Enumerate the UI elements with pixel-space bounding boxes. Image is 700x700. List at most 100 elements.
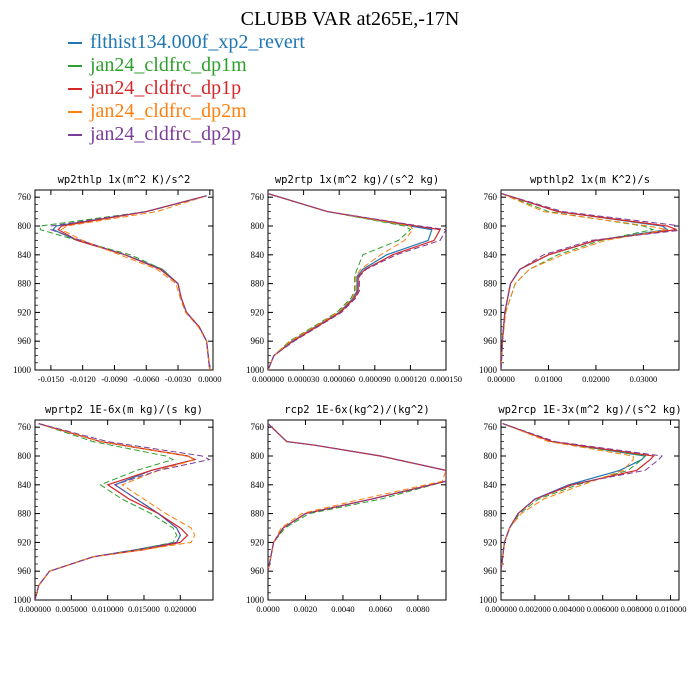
- y-tick-label: 1000: [246, 365, 265, 375]
- legend-entry: jan24_cldfrc_dp2p: [68, 123, 305, 146]
- y-tick-label: 760: [18, 422, 32, 432]
- x-tick-label: 0.010000: [92, 604, 124, 614]
- subplot-3: wpthlp2 1x(m K^2)/s 760 800 840 880 920 960 100…: [479, 174, 680, 384]
- x-tick-label: -0.0030: [165, 374, 191, 384]
- series-line: [501, 423, 655, 572]
- series-line: [35, 423, 197, 600]
- x-tick-label: 0.008000: [621, 604, 653, 614]
- y-tick-label: 920: [18, 307, 32, 317]
- series-line: [501, 193, 668, 370]
- plot-title: rcp2 1E-6x(kg^2)/(kg^2): [284, 404, 429, 416]
- plot-title: wpthlp2 1x(m K^2)/s: [530, 174, 650, 186]
- x-tick-label: 0.005000: [55, 604, 87, 614]
- x-tick-label: 0.015000: [128, 604, 160, 614]
- x-tick-label: 0.002000: [519, 604, 551, 614]
- x-tick-label: 0.004000: [553, 604, 585, 614]
- x-tick-label: 0.000030: [288, 374, 320, 384]
- series-line: [268, 193, 412, 370]
- legend: flthist134.000f_xp2_revert jan24_cldfrc_…: [68, 31, 305, 146]
- y-tick-label: 920: [484, 537, 498, 547]
- series-line: [35, 423, 197, 600]
- y-tick-label: 840: [18, 480, 32, 490]
- y-tick-label: 960: [18, 336, 32, 346]
- series-line: [501, 423, 634, 572]
- y-tick-label: 880: [18, 279, 32, 289]
- y-tick-label: 800: [18, 451, 32, 461]
- legend-swatch: [68, 42, 82, 45]
- figure-title: CLUBB VAR at265E,-17N: [240, 8, 460, 30]
- legend-entry: jan24_cldfrc_dp2m: [68, 100, 305, 123]
- y-tick-label: 880: [484, 279, 498, 289]
- x-tick-label: 0.0080: [406, 604, 429, 614]
- x-tick-label: 0.010000: [655, 604, 687, 614]
- x-tick-label: 0.000090: [359, 374, 391, 384]
- legend-label: jan24_cldfrc_dp1m: [90, 54, 247, 76]
- x-tick-label: 0.000000: [19, 604, 51, 614]
- series-line: [268, 423, 446, 572]
- y-tick-label: 840: [484, 250, 498, 260]
- plot-title: wp2rcp 1E-3x(m^2 kg)/(s^2 kg): [498, 404, 681, 416]
- y-tick-label: 1000: [479, 365, 498, 375]
- series-line: [35, 423, 178, 600]
- x-tick-label: -0.0090: [101, 374, 127, 384]
- y-tick-label: 840: [18, 250, 32, 260]
- y-tick-label: 760: [484, 422, 498, 432]
- legend-swatch: [68, 134, 82, 137]
- legend-label: flthist134.000f_xp2_revert: [90, 31, 305, 53]
- subplot-5: rcp2 1E-6x(kg^2)/(kg^2) 760 800 840 880 920 96…: [246, 404, 447, 614]
- x-tick-label: -0.0120: [70, 374, 96, 384]
- y-tick-label: 1000: [246, 595, 265, 605]
- x-tick-label: 0.0040: [331, 604, 354, 614]
- subplot-2: wp2rtp 1x(m^2 kg)/(s^2 kg) 760 800 840 880 92…: [246, 174, 462, 384]
- legend-label: jan24_cldfrc_dp2p: [90, 123, 242, 145]
- plot-title: wp2rtp 1x(m^2 kg)/(s^2 kg): [275, 174, 439, 186]
- y-tick-label: 920: [484, 307, 498, 317]
- series-line: [35, 423, 197, 600]
- y-tick-label: 880: [484, 509, 498, 519]
- x-tick-label: 0.0000: [256, 604, 279, 614]
- x-tick-label: -0.0150: [38, 374, 64, 384]
- series-line: [60, 195, 211, 370]
- y-tick-label: 960: [484, 566, 498, 576]
- x-tick-label: 0.000000: [485, 604, 517, 614]
- plot-frame: [34, 189, 214, 371]
- series-line: [268, 423, 446, 572]
- legend-entry: jan24_cldfrc_dp1m: [68, 54, 305, 77]
- plot-title: wp2thlp 1x(m^2 K)/s^2: [58, 174, 191, 186]
- legend-swatch: [68, 65, 82, 68]
- plot-frame: [34, 419, 214, 601]
- x-tick-label: 0.020000: [164, 604, 196, 614]
- plot-frame: [500, 419, 680, 601]
- y-tick-label: 960: [18, 566, 32, 576]
- y-tick-label: 760: [251, 422, 265, 432]
- y-tick-label: 960: [251, 566, 265, 576]
- y-tick-label: 920: [18, 537, 32, 547]
- legend-label: jan24_cldfrc_dp2m: [90, 100, 247, 122]
- y-tick-label: 880: [251, 509, 265, 519]
- series-line: [268, 193, 433, 370]
- legend-swatch: [68, 111, 82, 114]
- plot-title: wprtp2 1E-6x(m kg)/(s kg): [45, 404, 203, 416]
- y-tick-label: 800: [251, 451, 265, 461]
- legend-entry: flthist134.000f_xp2_revert: [68, 31, 305, 54]
- y-tick-label: 880: [18, 509, 32, 519]
- y-tick-label: 1000: [13, 365, 32, 375]
- y-tick-label: 800: [18, 221, 32, 231]
- series-line: [501, 193, 677, 370]
- legend-label: jan24_cldfrc_dp1p: [90, 77, 242, 99]
- series-line: [268, 423, 446, 572]
- series-line: [501, 193, 679, 370]
- series-line: [268, 423, 446, 572]
- plot-frame: [500, 189, 680, 371]
- y-tick-label: 840: [484, 480, 498, 490]
- y-tick-label: 960: [484, 336, 498, 346]
- y-tick-label: 1000: [479, 595, 498, 605]
- legend-swatch: [68, 88, 82, 91]
- y-tick-label: 960: [251, 336, 265, 346]
- y-tick-label: 800: [251, 221, 265, 231]
- subplot-6: wp2rcp 1E-3x(m^2 kg)/(s^2 kg)760 800 840 88…: [479, 404, 686, 614]
- x-tick-label: 0.006000: [587, 604, 619, 614]
- y-tick-label: 800: [484, 451, 498, 461]
- x-tick-label: 0.00000: [487, 374, 515, 384]
